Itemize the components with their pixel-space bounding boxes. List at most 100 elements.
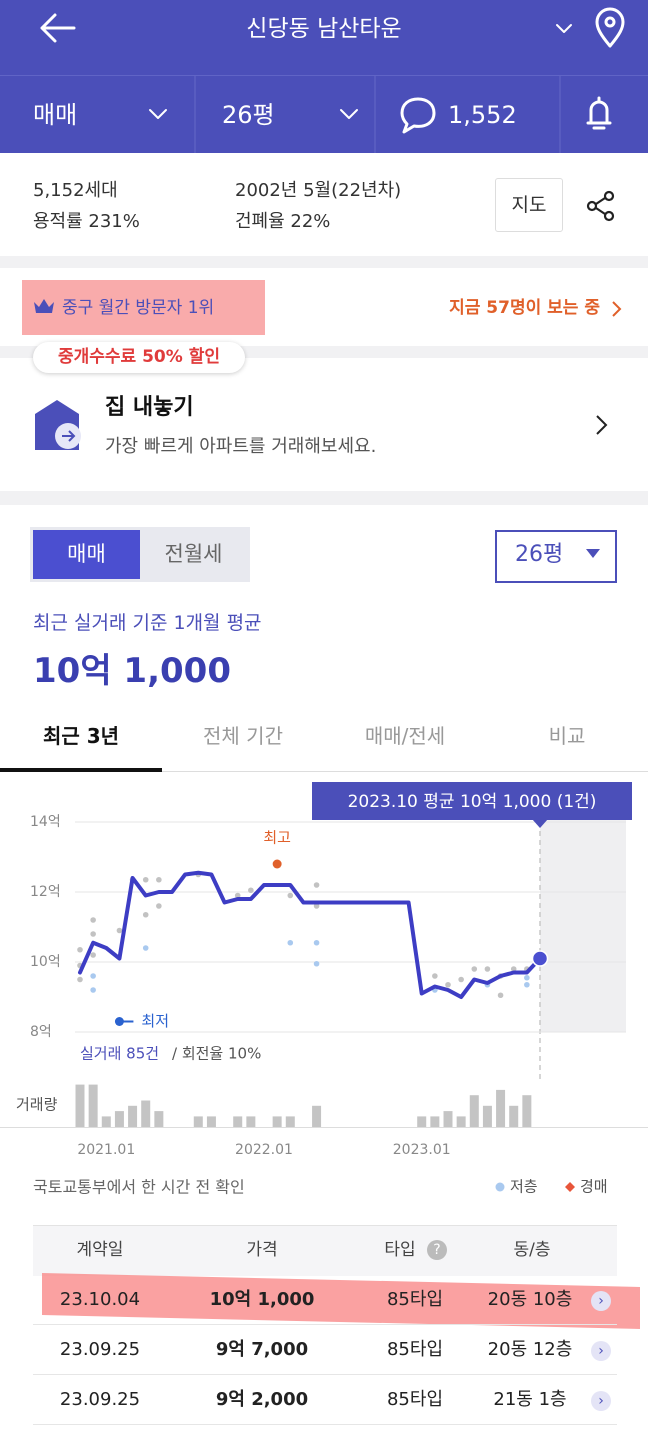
size-select-value[interactable]: 26평 [515, 542, 564, 567]
active-tab-indicator [0, 768, 162, 772]
row-chevron[interactable]: › [591, 1291, 611, 1311]
help-icon[interactable]: ? [427, 1240, 447, 1260]
alarm-icon[interactable] [586, 96, 612, 130]
table-cell: 85타입 [386, 1339, 444, 1360]
column-header: 계약일 [76, 1240, 124, 1260]
location-dot [604, 16, 616, 28]
trade-type-tab[interactable]: 매매 [33, 101, 78, 129]
dropdown-icon [586, 549, 600, 558]
comment-count[interactable]: 1,552 [448, 101, 517, 129]
toggle-active[interactable]: 매매 [33, 530, 140, 579]
table-cell: 23.09.25 [59, 1339, 141, 1360]
trade-point [287, 892, 294, 899]
chevron-icon[interactable] [594, 414, 610, 436]
table-row[interactable] [33, 1375, 617, 1425]
volume-bar [312, 1105, 322, 1127]
trade-point [471, 966, 478, 972]
trade-point [445, 981, 451, 988]
trade-point [313, 939, 320, 946]
volume-bar [522, 1095, 532, 1127]
volume-bar [206, 1116, 216, 1127]
viewer-count[interactable]: 지금 57명이 보는 중 [449, 298, 600, 318]
future-region [540, 800, 626, 1032]
column-header: 동/층 [513, 1240, 551, 1260]
table-row[interactable] [33, 1325, 617, 1375]
table-cell: 85타입 [386, 1289, 444, 1310]
trade-point [497, 992, 504, 999]
dropdown-icon[interactable] [556, 24, 572, 33]
trade-point [524, 974, 530, 981]
row-chevron[interactable]: › [591, 1341, 611, 1361]
volume-bar [430, 1116, 440, 1127]
period-tab[interactable]: 비교 [548, 724, 586, 748]
highlight-mark [42, 1273, 640, 1329]
table-cell: 20동 12층 [487, 1339, 573, 1360]
trade-point [156, 903, 162, 909]
period-tab[interactable]: 최근 3년 [42, 724, 120, 748]
x-tick-label: 2021.01 [77, 1142, 135, 1158]
annotation-label: 최저 [141, 1012, 169, 1030]
period-tab[interactable]: 매매/전세 [364, 724, 446, 748]
header-icons [40, 7, 625, 153]
volume-bar [128, 1105, 138, 1127]
trade-table: 계약일 가격 타입 동/층? 23.10.04 10억 1,000 85타입 20동 10층 ›… [0, 1225, 648, 1430]
table-cell: 10억 1,000 [209, 1289, 315, 1310]
volume-bar [114, 1111, 124, 1127]
volume-bar [246, 1116, 256, 1127]
table-cell: 20동 10층 [487, 1289, 573, 1310]
page-title: 신당동 남산타운 [246, 16, 402, 42]
tooltip-box [312, 782, 632, 820]
volume-bar [456, 1116, 466, 1127]
period-tab[interactable]: 전체 기간 [203, 724, 283, 748]
trade-point [142, 876, 149, 883]
average-line [78, 870, 542, 999]
volume-bar [75, 1084, 85, 1127]
trade-point [313, 882, 320, 888]
trade-point [234, 892, 241, 899]
y-tick-label: 10억 [30, 954, 61, 970]
back-icon[interactable] [40, 13, 76, 43]
table-cell: 21동 1층 [493, 1389, 567, 1410]
price-caption: 최근 실거래 기준 1개월 평균 [33, 612, 262, 634]
volume-bar [482, 1105, 492, 1127]
source-note: 국토교통부에서 한 시간 전 확인 [33, 1178, 245, 1197]
section-gap [0, 491, 648, 505]
trade-point [90, 987, 96, 993]
trade-point [90, 917, 96, 923]
table-row[interactable] [33, 1275, 617, 1325]
column-header: 타입 [384, 1240, 416, 1260]
y-tick-label: 14억 [30, 814, 61, 830]
toggle-option[interactable]: 전월세 [164, 542, 223, 566]
trade-point [524, 981, 530, 988]
table-header [33, 1225, 617, 1276]
sell-title[interactable]: 집 내놓기 [105, 395, 194, 420]
comment-icon[interactable] [400, 97, 436, 134]
volume-bar [233, 1116, 243, 1127]
location-icon[interactable] [595, 7, 625, 48]
trade-point [484, 966, 491, 972]
size-select[interactable] [495, 530, 617, 583]
floor-area-ratio: 용적률 231% [33, 211, 140, 232]
volume-bar [193, 1116, 203, 1127]
annotation-label: 최고 [263, 829, 291, 847]
share-icon[interactable] [585, 190, 617, 222]
house-icon [35, 400, 81, 450]
y-tick-label: 12억 [30, 884, 61, 900]
volume-bar [509, 1105, 519, 1127]
volume-bar [496, 1089, 506, 1127]
divider [0, 771, 648, 772]
map-button[interactable]: 지도 [495, 178, 563, 232]
tab-chevron [149, 109, 167, 119]
volume-bar [141, 1100, 151, 1127]
trade-point [458, 976, 464, 983]
section-gap [0, 256, 648, 268]
table-cell: 85타입 [386, 1389, 444, 1410]
size-tab[interactable]: 26평 [222, 101, 275, 129]
crown-icon [34, 299, 54, 313]
coverage-ratio: 건폐율 22% [235, 211, 331, 232]
volume-bar [88, 1084, 98, 1127]
average-price: 10억 1,000 [33, 651, 231, 691]
row-chevron[interactable]: › [591, 1391, 611, 1411]
